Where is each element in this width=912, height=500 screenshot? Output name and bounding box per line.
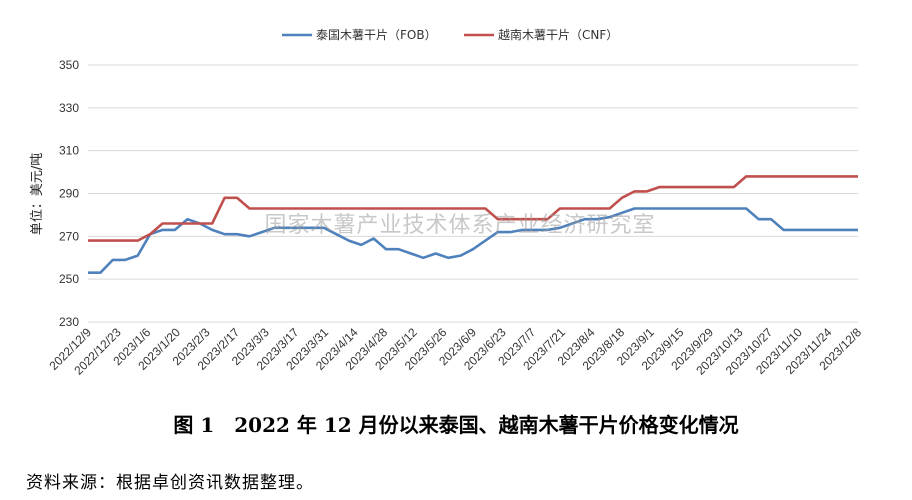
series-line-1	[88, 175, 858, 242]
figure-caption: 图 1 2022 年 12 月份以来泰国、越南木薯干片价格变化情况	[173, 413, 739, 437]
legend: 泰国木薯干片（FOB） 越南木薯干片（CNF）	[282, 27, 618, 42]
y-tick-label: 270	[59, 229, 79, 243]
y-tick-label: 330	[59, 101, 79, 115]
gridlines	[88, 64, 858, 323]
price-line-chart: 230 250 270 290 310 330 350 2022/12/92022/12/2…	[30, 27, 864, 378]
y-tick-label: 290	[59, 187, 79, 201]
y-axis-ticks: 230 250 270 290 310 330 350	[59, 58, 79, 329]
legend-label-1: 越南木薯干片（CNF）	[498, 27, 618, 42]
x-axis-ticks: 2022/12/92022/12/232023/1/62023/1/202023…	[46, 325, 864, 378]
series-lines	[88, 175, 858, 275]
legend-label-0: 泰国木薯干片（FOB）	[316, 28, 437, 42]
y-tick-label: 310	[59, 144, 79, 158]
data-source-note: 资料来源：根据卓创资讯数据整理。	[26, 473, 314, 493]
y-tick-label: 350	[59, 58, 79, 72]
y-tick-label: 230	[59, 315, 79, 329]
y-axis-label: 单位：美元/吨	[30, 153, 45, 235]
watermark-text: 国家木薯产业技术体系产业经济研究室	[264, 213, 655, 238]
y-tick-label: 250	[59, 272, 79, 286]
series-line-0	[88, 207, 858, 275]
